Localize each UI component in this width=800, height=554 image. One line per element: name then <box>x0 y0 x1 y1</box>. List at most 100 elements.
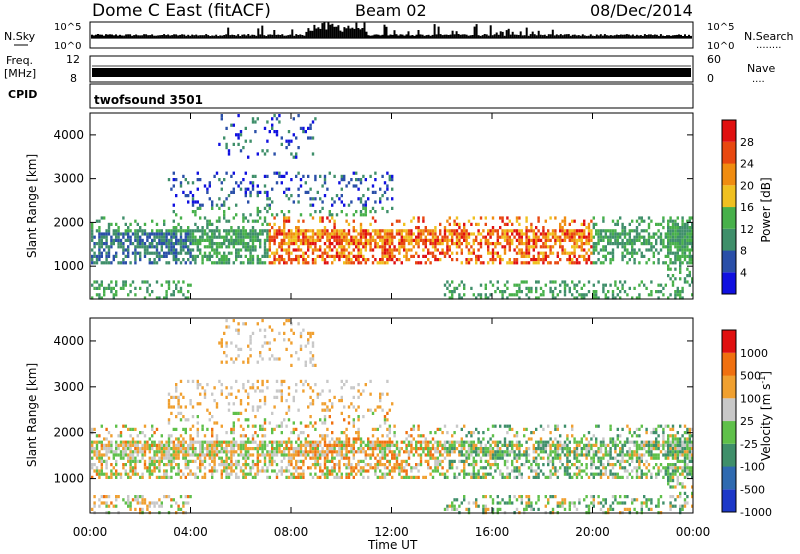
velocity-cell <box>443 424 447 428</box>
power-cell <box>134 254 137 258</box>
power-cell <box>112 238 115 242</box>
velocity-cell <box>335 472 339 476</box>
velocity-cell <box>98 469 101 473</box>
velocity-cell <box>465 507 468 511</box>
velocity-cell <box>340 456 343 460</box>
power-cell <box>290 258 293 262</box>
power-cell <box>115 235 118 239</box>
power-cell <box>508 242 511 246</box>
velocity-cell <box>422 440 425 444</box>
power-cell <box>453 219 456 223</box>
power-cell <box>134 261 137 265</box>
velocity-cell <box>343 456 346 460</box>
velocity-cell <box>259 424 262 428</box>
nsky-bar <box>129 34 132 38</box>
velocity-cell <box>309 443 312 447</box>
nsky-bar <box>187 34 190 38</box>
velocity-cell <box>148 504 151 508</box>
power-cell <box>511 232 514 236</box>
velocity-cell <box>333 395 336 399</box>
power-cell <box>573 261 576 265</box>
velocity-cell <box>436 443 439 447</box>
power-cell <box>386 242 389 246</box>
power-cell <box>206 226 209 230</box>
power-cell <box>326 229 329 233</box>
velocity-cell <box>359 469 363 473</box>
velocity-cell <box>290 463 293 467</box>
power-cell <box>251 226 255 230</box>
power-cell <box>453 290 456 294</box>
nsky-bar <box>429 35 432 38</box>
power-cell <box>431 232 435 236</box>
power-cell <box>631 242 634 246</box>
power-cell <box>590 235 593 239</box>
power-cell <box>309 213 312 217</box>
velocity-cell <box>410 475 413 479</box>
nsky-bar <box>141 35 144 38</box>
power-cell <box>573 232 576 236</box>
velocity-cell <box>273 427 276 431</box>
velocity-cell <box>227 475 231 479</box>
nsky-bar <box>279 35 282 38</box>
velocity-cell <box>357 415 360 419</box>
power-cell <box>537 229 540 233</box>
power-cell <box>321 184 324 188</box>
velocity-cell <box>374 472 377 476</box>
power-cell <box>664 283 667 287</box>
velocity-cell <box>220 459 223 463</box>
power-cell <box>311 242 315 246</box>
velocity-cell <box>355 463 358 467</box>
velocity-cell <box>215 450 219 454</box>
velocity-cell <box>422 475 425 479</box>
power-cell <box>602 261 605 265</box>
velocity-cell <box>194 447 197 451</box>
velocity-cell <box>151 459 154 463</box>
velocity-cell <box>467 443 471 447</box>
nsky-bar <box>285 35 288 38</box>
power-cell <box>199 178 202 182</box>
nsky-bar <box>355 22 358 38</box>
velocity-cell <box>352 386 355 390</box>
power-cell <box>590 251 593 255</box>
velocity-cell <box>165 450 168 454</box>
power-cell <box>525 238 528 242</box>
power-cell <box>688 270 691 274</box>
power-cell <box>182 258 185 262</box>
velocity-cell <box>134 450 137 454</box>
velocity-cell <box>292 466 295 470</box>
power-cell <box>383 229 387 233</box>
power-cell <box>619 296 622 300</box>
velocity-cell <box>280 431 283 435</box>
power-cell <box>196 229 199 233</box>
velocity-cell <box>112 472 115 476</box>
power-cell <box>676 286 679 290</box>
velocity-cell <box>93 447 96 451</box>
velocity-cell <box>379 443 382 447</box>
velocity-cell <box>129 475 132 479</box>
power-cell <box>249 251 252 255</box>
velocity-cell <box>309 450 312 454</box>
power-cell <box>604 258 607 262</box>
power-cell <box>405 248 408 252</box>
power-cell <box>362 213 365 217</box>
velocity-cell <box>352 395 355 399</box>
velocity-cell <box>158 450 161 454</box>
velocity-cell <box>119 453 123 457</box>
velocity-cell <box>95 434 99 438</box>
power-cell <box>633 248 636 252</box>
power-cell <box>508 248 511 252</box>
power-cell <box>623 226 627 230</box>
power-cell <box>263 245 267 249</box>
velocity-cell <box>119 440 123 444</box>
velocity-cell <box>189 440 192 444</box>
velocity-cell <box>475 472 478 476</box>
velocity-cell <box>482 431 485 435</box>
power-cell <box>167 232 171 236</box>
power-cell <box>547 232 550 236</box>
nsky-bar <box>287 35 290 38</box>
velocity-cell <box>117 495 120 499</box>
power-cell <box>398 248 401 252</box>
power-cell <box>340 200 343 204</box>
power-cell <box>340 178 343 182</box>
power-cell <box>496 242 499 246</box>
